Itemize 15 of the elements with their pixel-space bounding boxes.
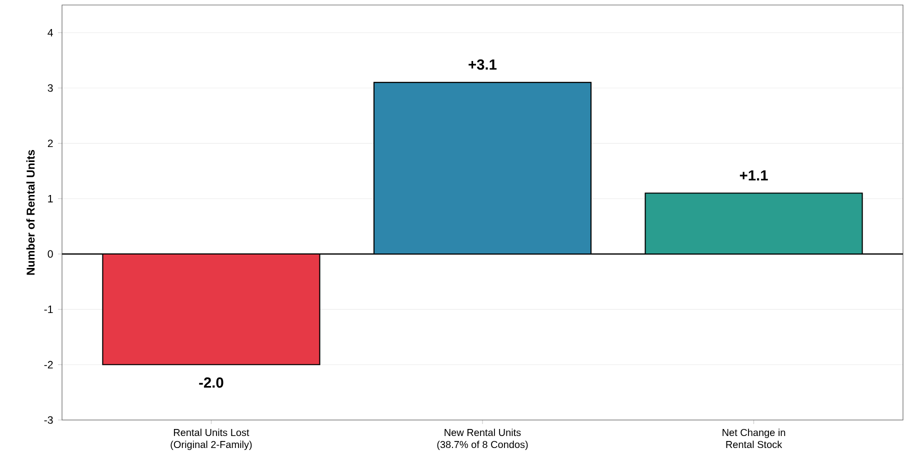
y-tick-label: 1 — [48, 194, 53, 202]
y-tick-label: -1 — [44, 306, 53, 313]
y-tick-label: 0 — [48, 250, 53, 258]
x-tick-label: New Rental Units (38.7% of 8 Condos) — [437, 428, 528, 450]
y-tick-label: -3 — [44, 416, 53, 424]
data-label: -2.0 — [199, 377, 224, 388]
y-tick-label: 4 — [48, 28, 53, 36]
x-tick-label: Net Change in Rental Stock — [722, 428, 786, 448]
x-tick-label: Rental Units Lost (Original 2-Family) — [170, 428, 252, 450]
y-tick-label: 2 — [48, 140, 53, 148]
y-tick-label: -2 — [44, 360, 53, 368]
y-axis-title: Number of Rental Units — [26, 150, 35, 275]
data-label: +1.1 — [740, 170, 768, 180]
y-tick-label: 3 — [48, 84, 53, 92]
data-label: +3.1 — [468, 59, 497, 70]
